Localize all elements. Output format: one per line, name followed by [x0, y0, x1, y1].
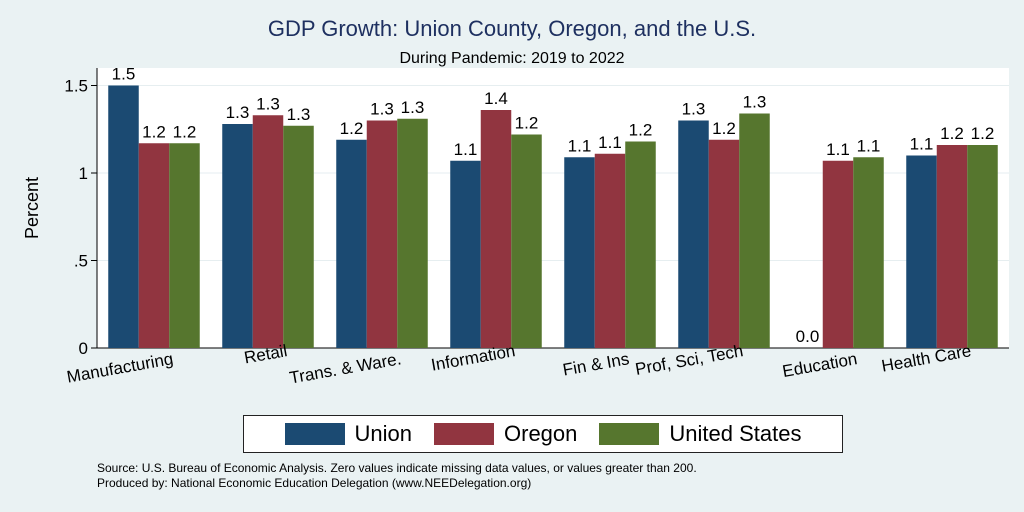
legend-label: United States [669, 421, 802, 446]
bar [967, 145, 998, 348]
y-tick-label: .5 [74, 252, 88, 271]
bar [564, 157, 595, 348]
legend-item: Oregon [434, 421, 577, 447]
data-label: 1.1 [454, 140, 478, 159]
bar [594, 153, 626, 348]
legend-swatch [599, 423, 660, 445]
chart-subtitle: During Pandemic: 2019 to 2022 [399, 50, 625, 67]
data-label: 1.4 [484, 89, 508, 108]
data-label: 1.2 [173, 122, 197, 141]
bar [853, 157, 884, 348]
bar [936, 145, 968, 348]
data-label: 1.3 [370, 100, 394, 119]
legend-swatch [434, 423, 494, 445]
legend-item: United States [599, 421, 801, 447]
bar [708, 139, 740, 348]
data-label: 1.3 [743, 93, 767, 112]
data-label: 1.3 [287, 105, 311, 124]
chart-title: GDP Growth: Union County, Oregon, and th… [267, 16, 757, 41]
legend: Union Oregon United States [243, 415, 843, 453]
data-label: 1.3 [256, 94, 280, 113]
y-tick-label: 0 [79, 339, 88, 358]
bar [678, 120, 709, 348]
bar [906, 155, 937, 348]
data-label: 0.0 [796, 327, 820, 346]
bar [397, 118, 428, 348]
data-label: 1.2 [971, 124, 995, 143]
bar [822, 160, 854, 348]
data-label: 1.1 [598, 133, 622, 152]
legend-label: Oregon [504, 421, 578, 446]
bar [138, 143, 170, 348]
bar [480, 110, 512, 348]
data-label: 1.1 [826, 140, 850, 159]
data-label: 1.3 [226, 103, 250, 122]
bar [108, 85, 139, 348]
x-tick-label: Education [781, 349, 859, 381]
data-label: 1.2 [142, 122, 166, 141]
data-label: 1.1 [857, 136, 881, 155]
data-label: 1.2 [340, 119, 364, 138]
data-label: 1.3 [401, 98, 425, 117]
x-tick-label: Trans. & Ware. [288, 349, 403, 387]
produced-by-note: Produced by: National Economic Education… [97, 476, 532, 490]
data-label: 1.1 [910, 135, 934, 154]
y-axis-title: Percent [22, 177, 42, 239]
data-label: 1.5 [112, 65, 136, 84]
x-tick-label: Fin & Ins [561, 349, 630, 379]
legend-label: Union [354, 421, 412, 446]
bar [511, 134, 542, 348]
bar [450, 160, 481, 348]
y-tick-label: 1.5 [64, 77, 88, 96]
legend-swatch [284, 423, 345, 445]
bar [336, 139, 367, 348]
data-label: 1.2 [940, 124, 964, 143]
data-label: 1.2 [515, 114, 539, 133]
bar [252, 115, 284, 348]
data-label: 1.2 [712, 119, 736, 138]
data-label: 1.3 [682, 100, 706, 119]
y-tick-label: 1 [79, 164, 88, 183]
source-note: Source: U.S. Bureau of Economic Analysis… [97, 461, 697, 475]
bar [283, 125, 314, 348]
bar [169, 143, 200, 348]
data-label: 1.1 [568, 136, 592, 155]
legend-item: Union [284, 421, 412, 447]
data-label: 1.2 [629, 121, 653, 140]
bar [739, 113, 770, 348]
bar [366, 120, 398, 348]
bar [625, 141, 656, 348]
bar [222, 124, 253, 348]
